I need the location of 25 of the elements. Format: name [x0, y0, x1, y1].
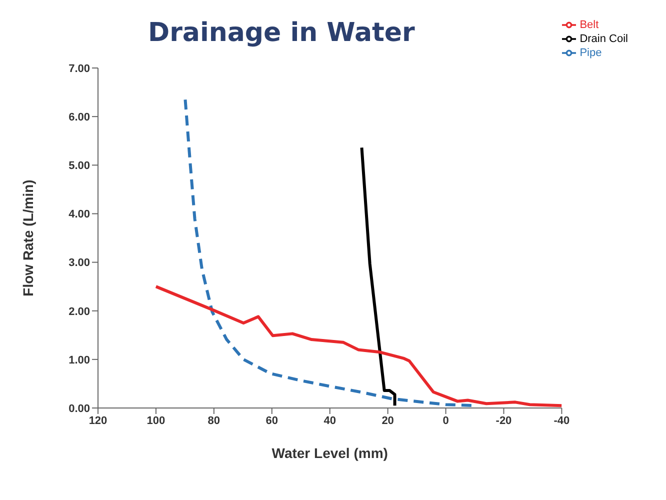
x-tick-label: 20 — [382, 414, 394, 427]
y-tick-label: 7.00 — [68, 62, 90, 75]
legend-label: Belt — [580, 18, 599, 31]
y-tick-label: 2.00 — [68, 306, 90, 318]
x-tick-label: 80 — [208, 414, 220, 427]
x-tick-label: 60 — [266, 414, 278, 427]
x-tick-label: 0 — [442, 414, 449, 427]
line-series — [360, 146, 396, 408]
x-tick-label: -40 — [554, 414, 570, 427]
y-axis-title: Flow Rate (L/min) — [20, 180, 36, 296]
x-tick-label: 100 — [146, 414, 166, 427]
chart-title: Drainage in Water — [148, 18, 415, 48]
x-axis-title: Water Level (mm) — [272, 445, 388, 461]
y-tick-label: 3.00 — [68, 257, 90, 270]
x-tick-label: 120 — [88, 414, 108, 427]
x-tick-label: -20 — [496, 414, 512, 427]
y-tick-label: 4.00 — [68, 208, 90, 221]
x-tick-label: 40 — [324, 414, 336, 427]
y-tick-label: 1.00 — [68, 354, 90, 366]
legend-label: Pipe — [580, 46, 602, 59]
legend-label: Drain Coil — [580, 32, 628, 45]
line-series — [154, 285, 562, 408]
y-tick-label: 0.00 — [68, 402, 90, 415]
y-tick-label: 5.00 — [68, 160, 90, 172]
y-tick-label: 6.00 — [68, 111, 90, 124]
